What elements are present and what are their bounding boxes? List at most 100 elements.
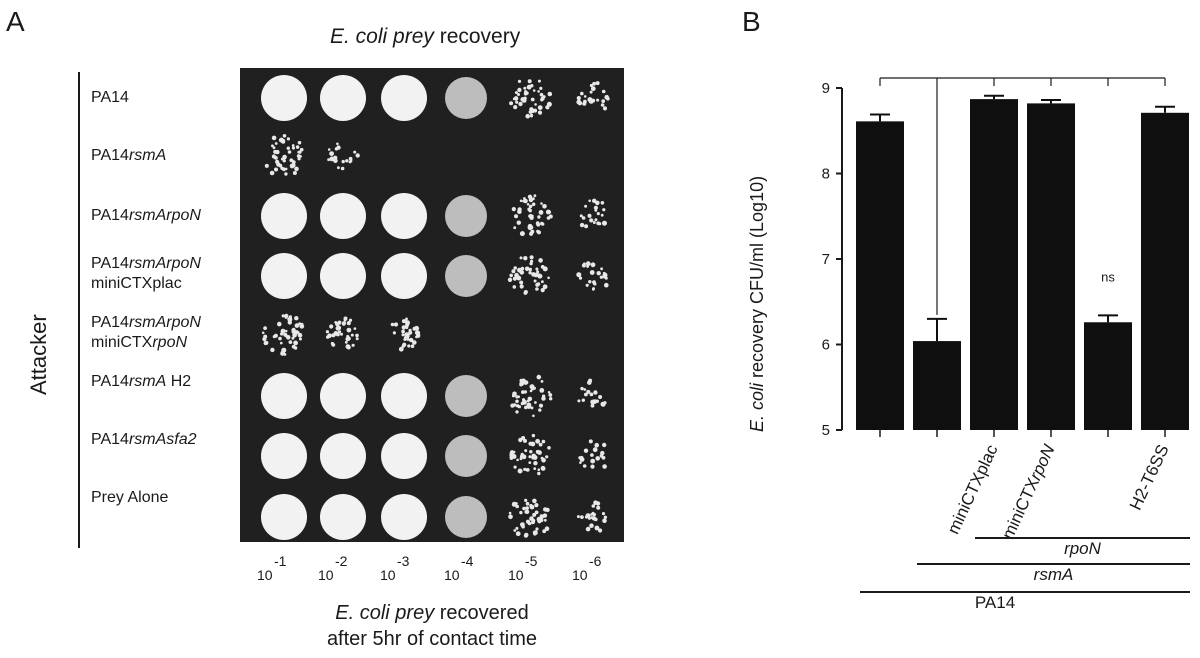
- colony-dot: [536, 222, 541, 227]
- colony-dot: [353, 327, 357, 330]
- panel-a-x-title-line2: after 5hr of contact time: [326, 628, 538, 650]
- colony-dot: [592, 221, 596, 224]
- colony-dot: [529, 389, 533, 393]
- bacterial-spot: [381, 193, 427, 239]
- attacker-row-label: PA14: [91, 88, 129, 108]
- row-label-base: PA14: [91, 147, 129, 164]
- ylabel-rest: recovery CFU/ml (Log10): [747, 175, 767, 383]
- colony-dot: [404, 336, 407, 339]
- colony-dot: [510, 403, 515, 408]
- colony-dot: [519, 284, 524, 289]
- colony-dot: [392, 331, 396, 335]
- colony-dot: [393, 322, 399, 327]
- colony-dot: [539, 388, 545, 393]
- colony-dot: [577, 101, 583, 106]
- colony-dot: [535, 267, 539, 271]
- colony-dot: [577, 399, 581, 403]
- bacterial-spot: [261, 75, 307, 121]
- bacterial-spot: [445, 435, 487, 477]
- colony-dot: [588, 280, 592, 284]
- colony-dot: [530, 259, 534, 263]
- colony-dot: [518, 437, 523, 443]
- colony-dot: [541, 280, 544, 284]
- colony-dot: [405, 317, 408, 321]
- colony-dot: [515, 410, 519, 414]
- colony-dot: [537, 105, 543, 110]
- colony-dot: [286, 137, 290, 141]
- colony-dot: [521, 390, 525, 394]
- colony-dot: [515, 100, 519, 104]
- colony-dot: [592, 198, 597, 203]
- colony-dot: [511, 269, 516, 274]
- colony-dot: [534, 503, 539, 508]
- colony-dot: [284, 313, 289, 318]
- colony-dot: [345, 344, 351, 349]
- bar: [1141, 112, 1189, 431]
- colony-dot: [282, 134, 287, 138]
- colony-dot: [274, 142, 278, 145]
- row-label-line1: PA14rsmAsfa2: [91, 430, 197, 450]
- colony-dot: [601, 89, 606, 94]
- row-label-base: PA14: [91, 373, 129, 390]
- colony-dot: [525, 113, 530, 119]
- colony-dot: [280, 166, 284, 170]
- colony-dot: [520, 401, 525, 406]
- colony-dot: [536, 374, 542, 380]
- colony-dot: [586, 389, 591, 394]
- panel-b-letter: B: [742, 6, 761, 37]
- bacterial-spot: [445, 195, 487, 237]
- colony-dot: [269, 170, 275, 176]
- colony-dot: [594, 442, 599, 448]
- colony-dot: [515, 504, 519, 509]
- colony-dot: [547, 446, 551, 450]
- colony-dot: [508, 511, 512, 515]
- colony-dot: [583, 388, 587, 391]
- dilution-base: 10: [572, 567, 588, 583]
- colony-dot: [345, 159, 349, 163]
- row-label-line2: miniCTXplac: [91, 274, 201, 294]
- colony-dot: [589, 218, 594, 223]
- colony-dot: [277, 321, 282, 327]
- colony-dot: [595, 501, 601, 506]
- colony-dot: [329, 151, 334, 156]
- colony-dot: [542, 284, 548, 290]
- dilution-exponent: -4: [461, 553, 474, 569]
- colony-dot: [280, 351, 285, 356]
- colony-dot: [586, 264, 590, 268]
- colony-dot: [532, 455, 538, 460]
- colony-dot: [415, 330, 421, 336]
- colony-dot: [280, 341, 283, 345]
- colony-dot: [537, 215, 541, 219]
- colony-dot: [288, 340, 293, 344]
- dilution-base: 10: [257, 567, 273, 583]
- colony-dot: [511, 454, 515, 458]
- colony-dot: [525, 519, 531, 524]
- colony-dot: [589, 270, 595, 275]
- colony-dot: [596, 505, 601, 510]
- colony-dot: [299, 155, 302, 158]
- colony-dot: [532, 89, 536, 92]
- colony-dot: [604, 282, 609, 288]
- colony-dot: [582, 101, 587, 106]
- colony-dot: [278, 336, 282, 341]
- colony-dot: [278, 163, 283, 168]
- colony-dot: [331, 333, 336, 338]
- colony-dot: [539, 518, 544, 523]
- colony-dot: [325, 330, 329, 334]
- colony-dot: [596, 98, 600, 102]
- row-label-italic: rsmArpoN: [128, 255, 201, 272]
- colony-dot: [585, 513, 591, 518]
- colony-dot: [539, 92, 544, 97]
- colony-dot: [284, 172, 288, 176]
- colony-dot: [580, 515, 584, 519]
- colony-dot: [533, 194, 537, 198]
- colony-dot: [519, 457, 523, 461]
- colony-dot: [579, 457, 585, 462]
- colony-dot: [533, 467, 537, 470]
- colony-dot: [271, 144, 274, 148]
- colony-dot: [512, 276, 517, 281]
- dilution-base: 10: [508, 567, 524, 583]
- colony-dot: [531, 518, 536, 523]
- colony-dot: [544, 526, 550, 531]
